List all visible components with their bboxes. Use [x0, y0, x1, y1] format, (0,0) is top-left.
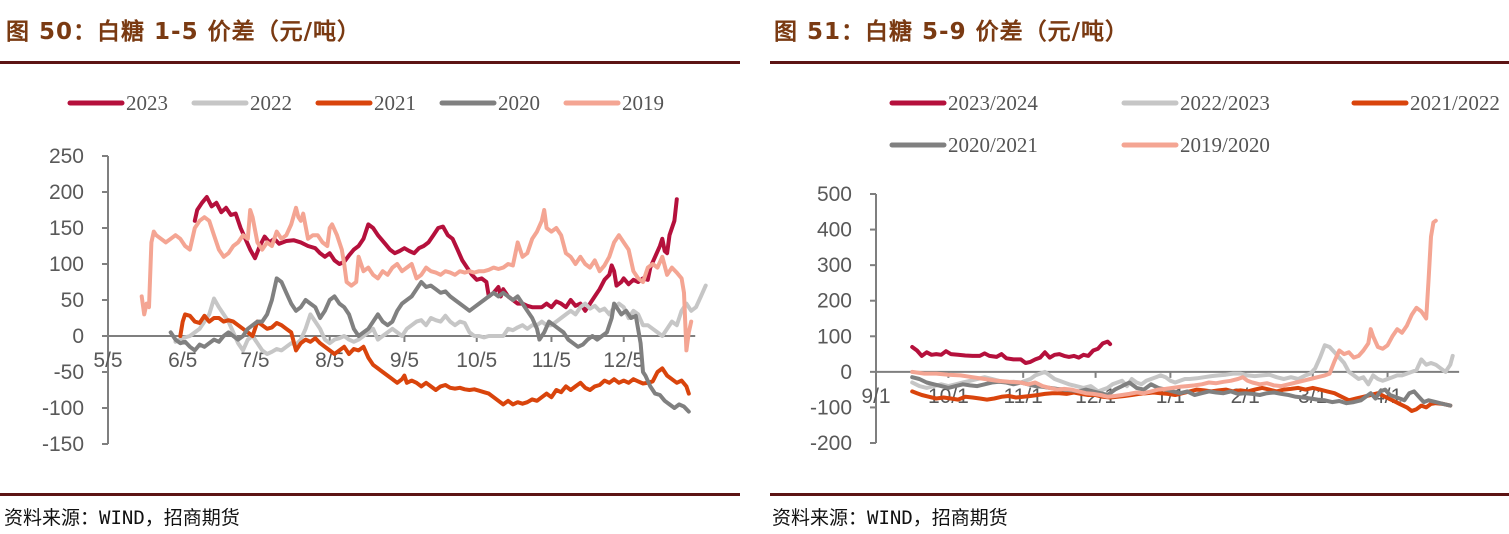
y-tick-label: 200	[817, 290, 852, 313]
title-divider	[770, 61, 1509, 64]
y-tick-label: 0	[72, 325, 84, 348]
y-tick-label: -150	[42, 433, 84, 456]
y-tick-label: 50	[61, 289, 84, 312]
y-tick-label: 0	[840, 361, 852, 384]
legend-label: 2019/2020	[1180, 133, 1270, 157]
legend-item: 2021	[315, 91, 416, 115]
series-line-2019	[139, 205, 694, 353]
legend-label: 2023	[126, 91, 168, 115]
y-tick-label: -200	[810, 432, 852, 455]
legend-label: 2021	[374, 91, 416, 115]
series-lines	[139, 195, 708, 414]
y-tick-label: -100	[810, 396, 852, 419]
source-divider	[770, 493, 1509, 496]
series-line-2023	[192, 195, 679, 313]
legend-label: 2019	[622, 91, 664, 115]
legend: 2023 2022 2021 2020 2019	[67, 91, 664, 115]
legend-item: 2022/2023	[1121, 91, 1270, 115]
series-line-2019-2020	[910, 218, 1438, 399]
series-line-2021	[178, 312, 691, 407]
chart-title: 图 51：白糖 5-9 价差（元/吨）	[774, 19, 1129, 45]
y-tick-label: 100	[49, 253, 84, 276]
source-divider	[0, 493, 740, 496]
line-chart-5-9: 2023/2024 2022/2023 2021/2022 2020/2021 2019…	[810, 91, 1500, 455]
legend-item: 2020	[439, 91, 540, 115]
x-tick-label: 10/5	[456, 349, 497, 372]
x-tick-label: 11/5	[532, 349, 571, 372]
y-tick-label: -100	[42, 397, 84, 420]
legend-label: 2022	[250, 91, 292, 115]
legend-label: 2020	[498, 91, 540, 115]
y-axis: 500 400 300 200 100 0 -100 -200	[810, 183, 877, 455]
legend-item: 2019	[563, 91, 664, 115]
legend: 2023/2024 2022/2023 2021/2022 2020/2021 2019…	[889, 91, 1500, 157]
title-divider	[0, 61, 740, 64]
y-axis: 250 200 150 100 50 0 -50 -100 -150	[42, 145, 109, 456]
series-lines	[910, 218, 1455, 413]
series-line-2022-2023	[910, 343, 1455, 394]
y-tick-label: 250	[49, 145, 84, 168]
source-note: 资料来源：WIND，招商期货	[4, 507, 240, 529]
x-tick-label: 8/5	[315, 349, 344, 372]
series-line-2020	[168, 276, 691, 414]
legend-item: 2023/2024	[889, 91, 1038, 115]
y-tick-label: 100	[817, 325, 852, 348]
x-tick-label: 7/5	[240, 349, 269, 372]
chart-panel-spread-1-5: 图 50：白糖 1-5 价差（元/吨） 2023 2022 2021 2020 2019…	[0, 0, 740, 534]
y-tick-label: 500	[817, 183, 852, 206]
x-tick-label: 9/5	[390, 349, 419, 372]
series-line-2023-2024	[910, 339, 1113, 365]
x-tick-label: 6/5	[168, 349, 197, 372]
chart-title: 图 50：白糖 1-5 价差（元/吨）	[6, 19, 361, 45]
source-note: 资料来源：WIND，招商期货	[772, 507, 1008, 529]
y-tick-label: 300	[817, 254, 852, 277]
legend-label: 2020/2021	[948, 133, 1038, 157]
legend-label: 2022/2023	[1180, 91, 1270, 115]
series-line-2022	[173, 283, 708, 356]
legend-item: 2019/2020	[1121, 133, 1270, 157]
legend-label: 2021/2022	[1410, 91, 1500, 115]
legend-item: 2022	[191, 91, 292, 115]
legend-item: 2021/2022	[1351, 91, 1500, 115]
legend-item: 2023	[67, 91, 168, 115]
legend-label: 2023/2024	[948, 91, 1038, 115]
y-tick-label: 400	[817, 219, 852, 242]
x-tick-label: 5/5	[93, 349, 122, 372]
legend-item: 2020/2021	[889, 133, 1038, 157]
y-tick-label: 150	[49, 217, 84, 240]
x-tick-label: 9/1	[861, 385, 890, 408]
y-tick-label: -50	[54, 361, 84, 384]
x-tick-label: 12/5	[603, 349, 644, 372]
line-chart-1-5: 2023 2022 2021 2020 2019 250 200 150 100 50 0 -50 -1…	[42, 91, 708, 456]
y-tick-label: 200	[49, 181, 84, 204]
chart-panel-spread-5-9: 图 51：白糖 5-9 价差（元/吨） 2023/2024 2022/2023 20…	[770, 0, 1509, 534]
